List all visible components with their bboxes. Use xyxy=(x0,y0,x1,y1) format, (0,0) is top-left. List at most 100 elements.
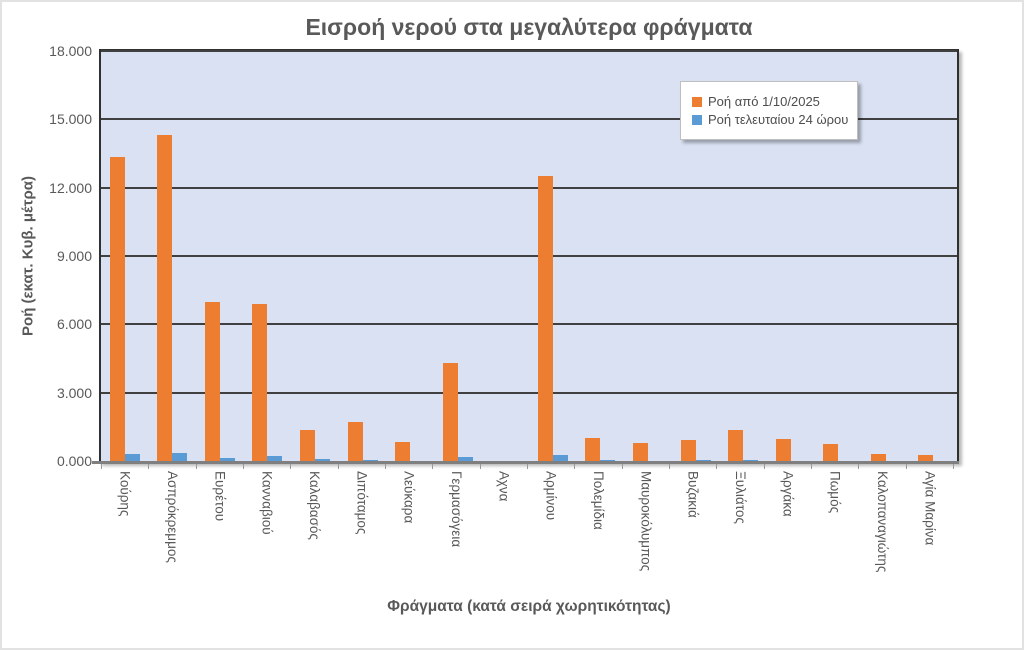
x-category-label: Γερμασόγεια xyxy=(449,471,464,548)
bar-group xyxy=(196,51,244,461)
x-tick-mark xyxy=(858,464,859,469)
bar xyxy=(552,455,568,461)
x-tick-mark xyxy=(148,464,149,469)
bar-group xyxy=(149,51,197,461)
bar xyxy=(267,456,283,461)
x-category-label: Αγία Μαρίνα xyxy=(922,471,938,546)
bar-group xyxy=(386,51,434,461)
x-tick-mark xyxy=(811,464,812,469)
bar xyxy=(743,460,759,461)
x-category-label: Διπόταμος xyxy=(354,471,370,535)
gridline xyxy=(101,391,957,394)
legend-item-series-2: Ροή τελευταίου 24 ώρου xyxy=(692,112,849,127)
x-tick-mark xyxy=(290,464,291,469)
x-tick-mark xyxy=(432,464,433,469)
x-tick-mark xyxy=(243,464,244,469)
bar-group xyxy=(910,51,958,461)
x-category-label: Πωμός xyxy=(827,471,843,514)
chart-title: Εισροή νερού στα μεγαλύτερα φράγματα xyxy=(305,14,753,40)
gridline xyxy=(101,118,957,121)
y-tick-label: 18.000 xyxy=(49,43,92,59)
bar xyxy=(252,304,268,461)
x-tick-mark xyxy=(906,464,907,469)
x-tick-mark xyxy=(764,464,765,469)
bar xyxy=(315,459,331,461)
bar xyxy=(728,430,744,461)
bar-group xyxy=(767,51,815,461)
legend-label-series-2: Ροή τελευταίου 24 ώρου xyxy=(708,112,849,127)
bar-group xyxy=(814,51,862,461)
bar xyxy=(347,422,363,461)
y-tick-label: 6.000 xyxy=(56,316,92,333)
y-tick-label: 12.000 xyxy=(49,179,92,196)
bar xyxy=(395,442,411,461)
bar-group xyxy=(244,51,292,461)
series-1-color-swatch xyxy=(692,96,702,107)
x-tick-mark xyxy=(622,464,623,469)
bar xyxy=(918,455,934,461)
x-category-label: Ξυλιάτος xyxy=(733,471,748,524)
bar xyxy=(870,454,886,461)
legend: Ροή από 1/10/2025 Ροή τελευταίου 24 ώρου xyxy=(680,81,858,140)
y-tick-label: 15.000 xyxy=(49,111,92,128)
y-tick-label: 0.000 xyxy=(56,453,92,469)
bar-group xyxy=(624,51,672,461)
gridline xyxy=(101,50,957,52)
x-axis-tick-marks xyxy=(101,464,957,470)
x-category-label: Αργάκα xyxy=(780,471,796,517)
x-tick-mark xyxy=(953,464,954,469)
gridline xyxy=(101,323,957,326)
bar xyxy=(219,458,235,461)
x-axis-category-labels: Κούρης Ασπρόκρεμμος Ευρέτου Κανναβιού Καλαβα… xyxy=(101,471,957,616)
bar xyxy=(695,460,711,461)
x-axis-title: Φράγματα (κατά σειρά χωρητικότητας) xyxy=(387,598,671,615)
bar-group xyxy=(862,51,910,461)
bar xyxy=(823,444,839,461)
y-tick-label: 3.000 xyxy=(56,384,92,401)
y-tick-label: 9.000 xyxy=(56,248,92,264)
bar xyxy=(632,443,648,461)
bar xyxy=(362,460,378,461)
bar xyxy=(172,453,188,461)
bar xyxy=(109,157,125,461)
bar xyxy=(600,460,616,461)
x-tick-mark xyxy=(574,464,575,469)
x-tick-mark xyxy=(196,464,197,469)
x-category-label: Αρμίνου xyxy=(543,471,559,521)
legend-label-series-1: Ροή από 1/10/2025 xyxy=(708,94,820,109)
x-category-label: Κούρης xyxy=(117,471,133,517)
x-category-label: Ασπρόκρεμμος xyxy=(165,471,180,563)
x-tick-mark xyxy=(669,464,670,469)
y-axis-tick-labels: 0.000 3.000 6.000 9.000 12.000 15.000 18.000 xyxy=(2,2,92,648)
bar-group xyxy=(101,51,149,461)
gridline xyxy=(101,186,957,189)
x-category-label: Αχνα xyxy=(496,471,512,502)
bar-group xyxy=(577,51,625,461)
x-category-label: Βυζακιά xyxy=(685,471,701,518)
x-category-label: Μαυροκόλυμπος xyxy=(638,471,654,572)
x-axis-line xyxy=(92,461,959,464)
bar-group xyxy=(482,51,530,461)
bar-group xyxy=(672,51,720,461)
gridline xyxy=(101,255,957,257)
x-tick-mark xyxy=(101,464,102,469)
x-category-label: Καλοπαναγιώτης xyxy=(875,471,890,573)
bar-group xyxy=(434,51,482,461)
x-tick-mark xyxy=(385,464,386,469)
series-2-color-swatch xyxy=(692,114,702,125)
x-tick-mark xyxy=(480,464,481,469)
bar-group xyxy=(291,51,339,461)
bar xyxy=(204,302,220,461)
bar xyxy=(124,454,140,461)
bar xyxy=(157,135,173,461)
x-category-label: Ευρέτου xyxy=(212,471,228,522)
x-category-label: Λεύκαρα xyxy=(401,471,417,524)
bar xyxy=(585,438,601,461)
bar xyxy=(442,363,458,461)
plot-area: Ροή από 1/10/2025 Ροή τελευταίου 24 ώρου xyxy=(99,49,959,463)
bar xyxy=(537,176,553,461)
x-category-label: Καλαβασός xyxy=(307,471,322,540)
bar xyxy=(680,440,696,461)
bar-series-container xyxy=(101,51,957,461)
